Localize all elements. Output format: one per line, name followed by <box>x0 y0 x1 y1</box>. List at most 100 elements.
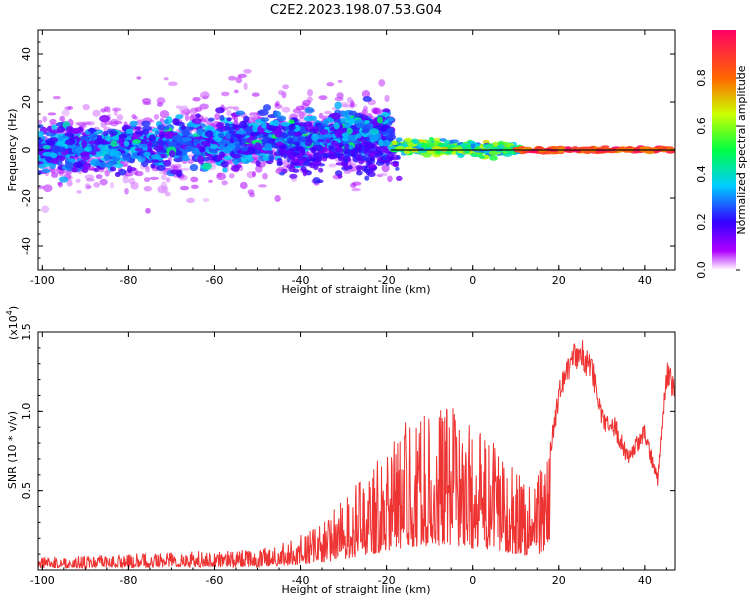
spectrogram-cell <box>334 96 344 102</box>
spectrogram-cell <box>84 174 95 180</box>
spectrogram-cell <box>59 115 66 122</box>
spectrogram-cell <box>200 141 209 146</box>
spectrogram-cell <box>313 163 319 171</box>
spectrogram-cell <box>129 167 137 172</box>
spectrogram-cell <box>550 145 558 150</box>
spectrogram-cell <box>619 146 627 150</box>
spectrogram-cell <box>367 171 376 177</box>
spectrogram-cell <box>379 172 388 177</box>
spectrogram-cell <box>95 174 103 180</box>
spectrogram-cell <box>241 146 249 152</box>
spectrogram-cell <box>75 121 85 126</box>
spectrogram-cell <box>189 164 199 172</box>
spectrogram-cell <box>358 158 365 165</box>
spectrogram-cell <box>275 141 284 147</box>
spectrogram-cell <box>288 119 295 125</box>
spectrogram-cell <box>564 146 572 150</box>
spectrogram-cell <box>163 159 172 167</box>
spectrogram-cell <box>202 197 210 203</box>
spectrogram-cell <box>427 143 436 147</box>
spectrogram-cell <box>396 154 401 160</box>
spectrogram-cell <box>370 156 376 162</box>
spectrogram-cell <box>200 91 210 100</box>
spectrogram-cell <box>318 112 324 119</box>
spectrogram-cell <box>273 110 282 117</box>
spectrogram-cell <box>282 84 289 90</box>
spectrogram-cell <box>382 139 391 148</box>
spectrogram-cell <box>192 96 201 102</box>
spectrogram-cell <box>323 110 332 115</box>
spectrogram-cell <box>82 162 91 170</box>
spectrogram-cell <box>428 136 435 143</box>
spectrogram-cell <box>90 151 97 156</box>
spectrogram-cell <box>157 124 166 131</box>
spectrogram-cell <box>260 117 270 123</box>
spectrogram-cell <box>450 144 456 149</box>
spectrogram-cell <box>163 77 169 81</box>
spectrogram-cell <box>227 143 236 151</box>
spectrogram-cell <box>93 168 100 173</box>
spectrogram-cell <box>444 139 451 145</box>
spectrogram-cell <box>202 162 213 170</box>
spectrogram-cell <box>334 101 342 110</box>
x-tick-label: 40 <box>638 574 652 587</box>
spectrogram-cell <box>470 143 476 149</box>
spectrogram-cell <box>148 119 155 123</box>
spectrogram-cell <box>306 88 314 97</box>
spectrogram-cell <box>280 132 289 139</box>
spectrogram-cell <box>255 160 261 167</box>
spectrogram-cell <box>523 146 533 151</box>
spectrogram-cell <box>309 158 316 162</box>
spectrogram-cell <box>232 124 242 130</box>
spectrogram-cell <box>328 154 338 159</box>
spectrogram-cell <box>262 104 272 111</box>
spectrogram-cell <box>122 153 130 161</box>
spectrogram-cell <box>104 120 114 125</box>
spectrogram-cell <box>384 94 390 103</box>
spectrogram-cell <box>257 109 269 117</box>
snr-panel: -100 -80 -60 -40 -20 0 20 40 0.5 1.0 1.5 Height of… <box>5 306 676 596</box>
spectrogram-cell <box>196 129 203 136</box>
spectrogram-cell <box>289 173 298 179</box>
spectrogram-cell <box>343 170 352 174</box>
spectrogram-cell <box>304 139 313 147</box>
spectrogram-cell <box>51 124 58 130</box>
y-tick-label: 1.5 <box>20 323 33 341</box>
spectrogram-cell <box>209 144 219 150</box>
spectrogram-cell <box>488 150 498 157</box>
spectrogram-cell <box>55 146 66 153</box>
spectrogram-cell <box>433 145 442 151</box>
spectrogram-cell <box>224 122 231 131</box>
spectrogram-cell <box>186 197 195 204</box>
spectrogram-cell <box>363 149 371 154</box>
spectrogram-cell <box>156 165 166 171</box>
figure-title: C2E2.2023.198.07.53.G04 <box>270 3 442 18</box>
spectrogram-cell <box>125 128 134 135</box>
spectrogram-cell <box>195 113 201 119</box>
spectrogram-cell <box>293 141 301 146</box>
spectrogram-cell <box>382 108 391 114</box>
spectrogram-cell <box>338 157 345 162</box>
spectrogram-cell <box>350 150 356 154</box>
spectrogram-cell <box>215 107 225 114</box>
spectrogram-cell <box>302 156 309 160</box>
spectrogram-cell <box>235 76 243 84</box>
spectrogram-cell <box>297 136 307 143</box>
spectrogram-cell <box>287 129 295 137</box>
spectrogram-cell <box>254 142 262 151</box>
spectrogram-cell <box>41 168 51 173</box>
spectrogram-cell <box>193 139 201 144</box>
spectrogram-cell <box>114 146 126 151</box>
spectrogram-cell <box>208 179 213 183</box>
spectrogram-ylabel: Frequency (Hz) <box>6 109 19 192</box>
spectrogram-cell <box>233 89 239 94</box>
spectrogram-cell <box>219 114 225 121</box>
spectrogram-cell <box>263 135 270 143</box>
spectrogram-cell <box>142 128 150 136</box>
spectrogram-cell <box>136 76 142 80</box>
x-tick-label: 20 <box>552 274 566 287</box>
spectrogram-cell <box>102 130 109 136</box>
spectrogram-cell <box>288 147 296 152</box>
spectrogram-cell <box>258 133 264 138</box>
snr-ylabel: SNR (10 * v/v) <box>6 411 19 489</box>
